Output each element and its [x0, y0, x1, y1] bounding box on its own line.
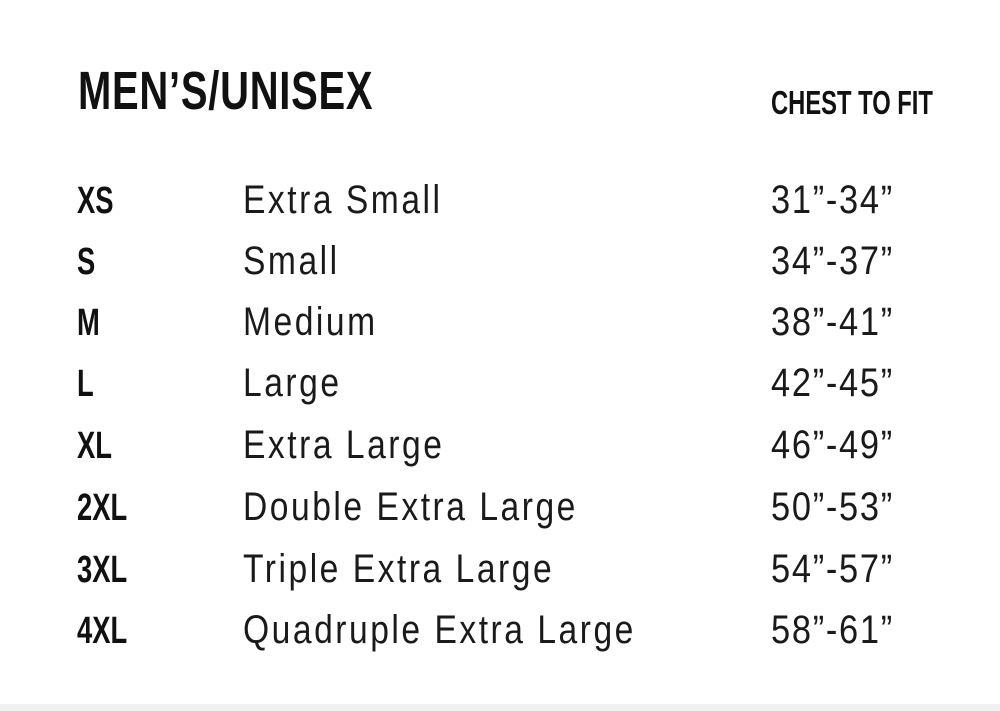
chest-range: 46”-49” [771, 423, 894, 467]
size-name: Extra Small [243, 178, 443, 222]
size-name: Quadruple Extra Large [243, 608, 636, 652]
size-name: Small [243, 239, 340, 283]
table-row: 4XL Quadruple Extra Large 58”-61” [0, 608, 1000, 660]
size-code: L [77, 363, 94, 405]
size-name: Triple Extra Large [243, 547, 555, 591]
chest-range: 38”-41” [771, 300, 894, 344]
page-title: MEN’S/UNISEX [78, 61, 374, 121]
chest-range: 58”-61” [771, 608, 894, 652]
size-code: XL [77, 425, 112, 467]
table-row: XS Extra Small 31”-34” [0, 178, 1000, 230]
size-code: XS [77, 180, 114, 222]
table-row: 3XL Triple Extra Large 54”-57” [0, 547, 1000, 599]
chest-range: 50”-53” [771, 485, 894, 529]
size-code: 3XL [77, 549, 128, 591]
size-code: 4XL [77, 610, 128, 652]
chest-range: 54”-57” [771, 547, 894, 591]
size-code: 2XL [77, 487, 128, 529]
table-row: XL Extra Large 46”-49” [0, 423, 1000, 475]
bottom-divider [0, 704, 1000, 711]
chest-range: 34”-37” [771, 239, 894, 283]
chest-range: 42”-45” [771, 361, 894, 405]
size-name: Extra Large [243, 423, 445, 467]
size-name: Double Extra Large [243, 485, 578, 529]
size-name: Large [243, 361, 342, 405]
chest-column-header: CHEST TO FIT [771, 84, 933, 121]
table-row: M Medium 38”-41” [0, 300, 1000, 352]
size-code: S [77, 241, 96, 283]
chest-range: 31”-34” [771, 178, 894, 222]
table-row: L Large 42”-45” [0, 361, 1000, 413]
size-code: M [77, 302, 100, 344]
table-row: 2XL Double Extra Large 50”-53” [0, 485, 1000, 537]
table-row: S Small 34”-37” [0, 239, 1000, 291]
size-name: Medium [243, 300, 378, 344]
